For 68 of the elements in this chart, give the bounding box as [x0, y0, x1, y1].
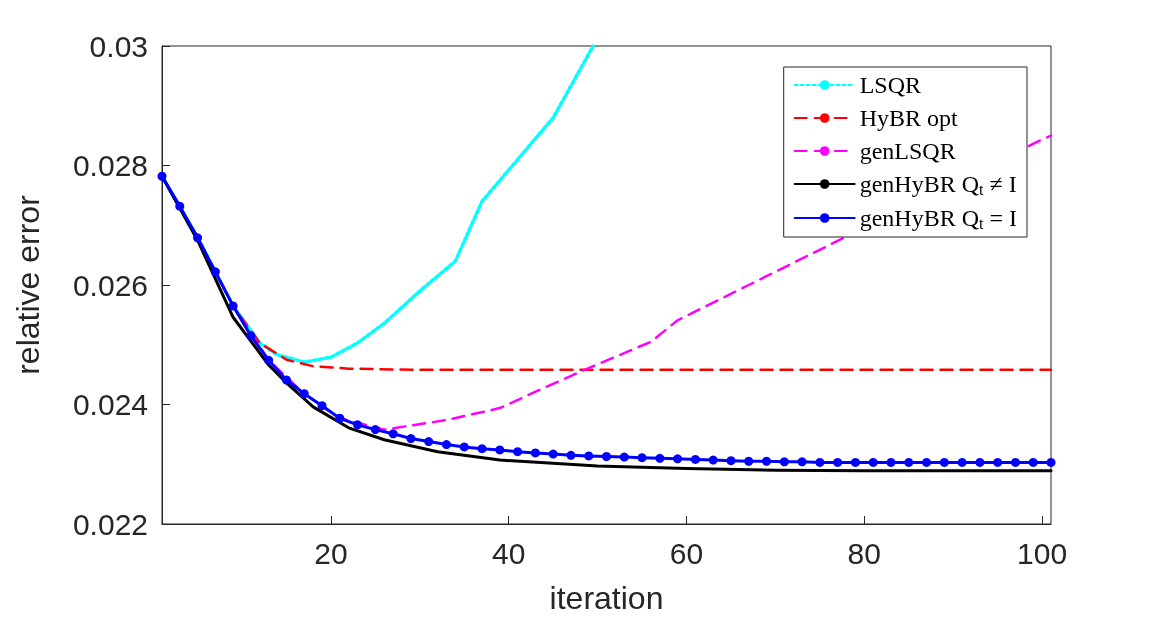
point — [406, 434, 416, 444]
point — [922, 457, 932, 467]
point — [744, 456, 754, 466]
point — [726, 456, 736, 466]
point — [637, 453, 647, 463]
x-tick-label: 100 — [1017, 536, 1068, 570]
x-tick-label: 80 — [847, 536, 881, 570]
y-tick-label: 0.03 — [89, 29, 148, 63]
point — [370, 425, 380, 435]
point — [175, 201, 185, 211]
point — [904, 457, 914, 467]
point — [317, 401, 327, 411]
y-tick-label: 0.024 — [72, 388, 148, 421]
point — [762, 456, 772, 466]
point — [246, 331, 256, 341]
x-axis-title: iteration — [549, 580, 664, 616]
y-tick-label: 0.028 — [72, 149, 148, 182]
point — [868, 457, 878, 467]
point — [779, 457, 789, 467]
legend-label: HyBR opt — [859, 105, 959, 131]
y-axis-title: relative error — [10, 194, 46, 375]
x-tick-label: 60 — [669, 536, 704, 570]
point — [530, 448, 540, 458]
point — [584, 451, 594, 461]
point — [708, 455, 718, 465]
y-tick-label: 0.022 — [72, 507, 148, 541]
point — [815, 457, 825, 467]
x-tick-label: 40 — [492, 536, 526, 570]
point — [797, 457, 807, 467]
point — [228, 301, 238, 311]
point — [975, 457, 985, 467]
y-tick-label: 0.026 — [72, 268, 148, 302]
point — [210, 267, 220, 277]
point — [833, 457, 843, 467]
point — [299, 389, 309, 399]
point — [548, 449, 558, 459]
point — [673, 454, 683, 464]
point — [388, 429, 398, 439]
point — [335, 413, 345, 423]
point — [655, 453, 665, 463]
point — [619, 452, 629, 462]
x-tick-label: 20 — [314, 536, 348, 570]
point — [264, 355, 274, 365]
legend-label: LSQR — [859, 72, 922, 98]
legend-label: genLSQR — [859, 138, 956, 164]
point — [495, 445, 505, 455]
point — [886, 457, 896, 467]
point — [690, 454, 700, 464]
point — [850, 457, 860, 467]
point — [459, 442, 469, 452]
point — [1028, 457, 1038, 467]
point — [513, 447, 523, 457]
point — [957, 457, 967, 467]
point — [424, 437, 434, 447]
point — [157, 171, 167, 181]
point — [477, 444, 487, 454]
point — [281, 375, 291, 385]
point — [566, 450, 576, 460]
point — [1046, 457, 1056, 467]
point — [193, 233, 203, 243]
point — [441, 440, 451, 450]
point — [993, 457, 1003, 467]
legend-label: genHyBR Qt ≠ I — [859, 171, 1017, 198]
point — [602, 451, 611, 461]
point — [939, 457, 949, 467]
legend-label: genHyBR Qt = I — [859, 205, 1018, 232]
point — [1010, 457, 1020, 467]
point — [353, 420, 363, 430]
